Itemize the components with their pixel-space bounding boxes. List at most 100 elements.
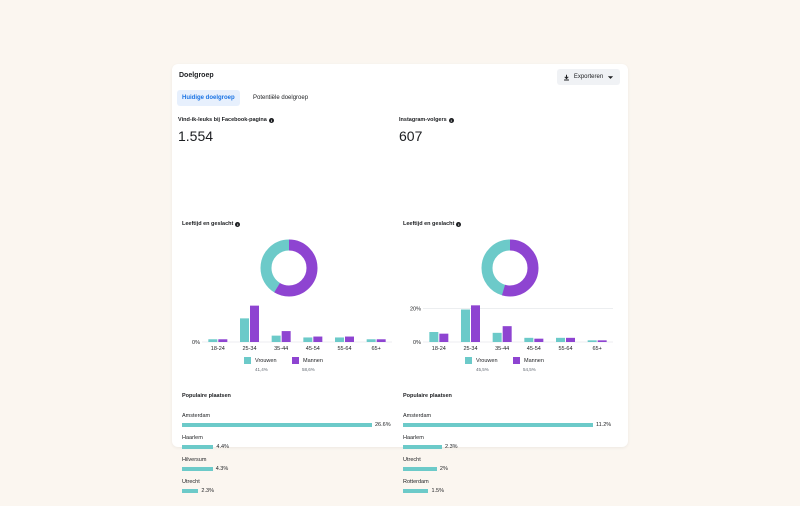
place-name: Rotterdam [403,479,429,485]
info-icon[interactable]: i [235,221,241,227]
place-item: Rotterdam 1.5% [403,479,618,494]
place-value: 2.3% [201,488,214,494]
y-tick-label: 20% [410,307,421,313]
instagram-section: Instagram-volgers i 607 Leeftijd en gesla… [399,114,614,494]
popular-places-label: Populaire plaatsen [403,393,452,399]
place-name: Utrecht [403,457,421,463]
x-tick-label: 65+ [592,346,601,352]
age-gender-label: Leeftijd en geslacht i [182,221,241,227]
place-name: Amsterdam [182,413,211,419]
bar-men[interactable] [313,336,323,342]
place-bar-row: 4.4% [182,444,397,450]
metric-label: Vind-ik-leuks bij Facebook-pagina i [178,117,274,123]
place-item: Haarlem 4.4% [182,435,397,450]
place-bar [182,445,214,449]
legend-men: Mannen [513,357,544,364]
bar-women[interactable] [587,340,597,342]
age-gender-text: Leeftijd en geslacht [182,221,234,227]
bar-men[interactable] [281,331,291,342]
bar-women[interactable] [366,339,376,342]
age-gender-text: Leeftijd en geslacht [403,221,455,227]
bar-men[interactable] [597,340,607,342]
place-bar [403,467,437,471]
place-item: Amsterdam 11.2% [403,413,618,428]
place-bar [403,489,429,493]
bar-men[interactable] [218,339,228,342]
legend-men-pct: 54,5% [523,367,536,372]
place-bar [182,489,199,493]
export-button[interactable]: Exporteren [557,69,620,85]
tab-potential-audience[interactable]: Potentiële doelgroep [253,95,309,101]
legend-men-pct: 58,6% [302,367,315,372]
bar-women[interactable] [461,309,470,343]
place-value: 11.2% [596,422,612,428]
bar-men[interactable] [471,305,480,342]
bar-men[interactable] [534,338,544,342]
place-bar-row: 2.3% [403,444,618,450]
place-bar-row: 2% [403,466,618,472]
bar-men[interactable] [439,333,449,342]
info-icon[interactable]: i [448,117,454,123]
bar-women[interactable] [271,335,281,342]
donut-slice-men [260,239,318,297]
place-value: 2.3% [445,444,458,450]
caret-down-icon [608,75,614,79]
place-value: 26.6% [375,422,391,428]
bar-women[interactable] [524,337,534,342]
place-value: 2% [439,466,448,472]
x-tick-label: 25-34 [242,346,256,352]
bar-women[interactable] [208,339,218,342]
bar-women[interactable] [429,332,439,342]
place-item: Hilversum 4.3% [182,457,397,472]
x-tick-label: 65+ [371,346,380,352]
audience-card: Doelgroep Exporteren Huidige doelgroep P… [172,64,628,494]
place-bar [182,467,213,471]
place-bar-row: 26.6% [182,422,397,428]
place-name: Amsterdam [403,413,432,419]
legend-women-label: Vrouwen [476,357,498,364]
info-icon[interactable]: i [268,117,274,123]
bar-women[interactable] [303,337,313,342]
metric-label: Instagram-volgers i [399,117,454,123]
age-gender-label: Leeftijd en geslacht i [403,221,462,227]
age-bar-chart: 0% 20% 18-24 25-34 35-44 45-54 55-64 65+ [410,305,613,352]
tab-current-audience[interactable]: Huidige doelgroep [177,90,240,106]
place-bar-row: 1.5% [403,488,618,494]
place-value: 4.4% [216,444,229,450]
gender-donut-chart [481,239,539,297]
y-tick-label: 0% [192,340,200,346]
place-value: 1.5% [431,488,444,494]
bar-men[interactable] [345,336,354,342]
bar-men[interactable] [566,337,575,342]
x-tick-label: 35-44 [495,346,509,352]
bar-women[interactable] [492,332,502,342]
facebook-section: Vind-ik-leuks bij Facebook-pagina i 1.554… [178,114,393,494]
legend-women-label: Vrouwen [255,357,277,364]
card-title: Doelgroep [179,72,214,79]
place-bar [403,423,593,427]
bar-men[interactable] [250,305,259,342]
metric-label-text: Instagram-volgers [399,117,447,123]
place-bar [182,423,372,427]
place-bar-row: 11.2% [403,422,618,428]
bar-men[interactable] [376,339,386,342]
place-item: Utrecht 2% [403,457,618,472]
x-tick-label: 25-34 [463,346,477,352]
men-swatch [292,357,299,364]
bar-men[interactable] [502,326,512,342]
metric-value: 1.554 [178,128,214,144]
bar-women[interactable] [556,337,565,342]
donut-slice-men [481,239,539,297]
place-item: Utrecht 2.3% [182,479,397,494]
place-value: 4.3% [215,466,229,472]
x-tick-label: 35-44 [274,346,288,352]
age-bar-chart: 0% 18-24 25-34 35-44 45-54 55-64 65+ [192,305,392,352]
place-name: Haarlem [403,435,424,441]
legend-women: Vrouwen [244,357,277,364]
bar-women[interactable] [240,318,249,342]
info-icon[interactable]: i [456,221,462,227]
export-label: Exporteren [573,74,604,80]
x-tick-label: 55-64 [558,346,572,352]
women-swatch [244,357,251,364]
bar-women[interactable] [335,337,344,342]
